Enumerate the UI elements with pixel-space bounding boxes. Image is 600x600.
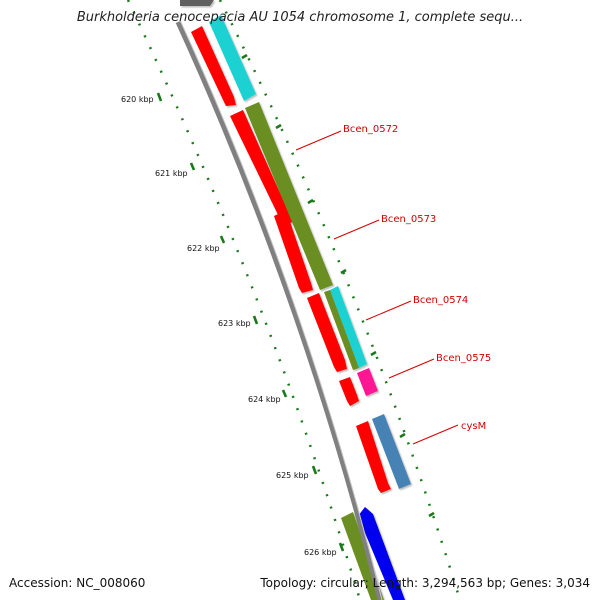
gene-label[interactable]: Bcen_0573 <box>381 214 436 225</box>
gene-leader-lines <box>295 130 459 445</box>
gene-label[interactable]: cysM <box>461 421 486 432</box>
ruler-label: 623 kbp <box>218 319 251 328</box>
gene-arrow-red[interactable] <box>356 421 391 493</box>
gene-track-forward <box>180 0 411 600</box>
gene-arrow-red[interactable] <box>339 377 359 406</box>
gene-arrow-olive[interactable] <box>324 290 359 370</box>
ruler-labels: 620 kbp 621 kbp 622 kbp 623 kbp 624 kbp … <box>121 95 337 557</box>
accession-text: Accession: NC_008060 <box>9 576 146 590</box>
gene-arrow-gray[interactable] <box>180 0 214 6</box>
gene-arrow-cyan[interactable] <box>330 286 367 368</box>
ruler-outer <box>218 0 462 600</box>
map-title: Burkholderia cenocepacia AU 1054 chromos… <box>76 10 524 25</box>
gene-label[interactable]: Bcen_0572 <box>343 124 398 135</box>
gene-label[interactable]: Bcen_0575 <box>436 353 491 364</box>
gene-arrow-red[interactable] <box>274 210 313 293</box>
ruler-major-ticks <box>156 92 345 552</box>
ruler-label: 626 kbp <box>304 548 337 557</box>
topology-text: Topology: circular; Length: 3,294,563 bp… <box>260 576 590 590</box>
gene-arrow-red[interactable] <box>307 293 347 372</box>
gene-label[interactable]: Bcen_0574 <box>413 295 468 306</box>
chromosome-backbone <box>175 19 383 600</box>
ruler-label: 620 kbp <box>121 95 154 104</box>
ruler-outer-ticks <box>241 53 435 518</box>
ruler-label: 625 kbp <box>276 471 309 480</box>
ruler-label: 622 kbp <box>187 244 220 253</box>
gene-arrow-cyan[interactable] <box>209 15 256 101</box>
ruler-inner <box>126 0 362 600</box>
ruler-label: 624 kbp <box>248 395 281 404</box>
ruler-label: 621 kbp <box>155 169 188 178</box>
gene-arrow-steelblue[interactable] <box>372 414 411 489</box>
gene-arrow-blue[interactable] <box>358 507 405 600</box>
gene-arrow-red[interactable] <box>230 110 293 226</box>
gene-arrow-red[interactable] <box>191 26 236 106</box>
gene-arrow-magenta[interactable] <box>357 368 378 396</box>
gene-arrow-olive[interactable] <box>245 102 333 290</box>
gene-labels: Bcen_0572 Bcen_0573 Bcen_0574 Bcen_0575 … <box>343 124 491 432</box>
